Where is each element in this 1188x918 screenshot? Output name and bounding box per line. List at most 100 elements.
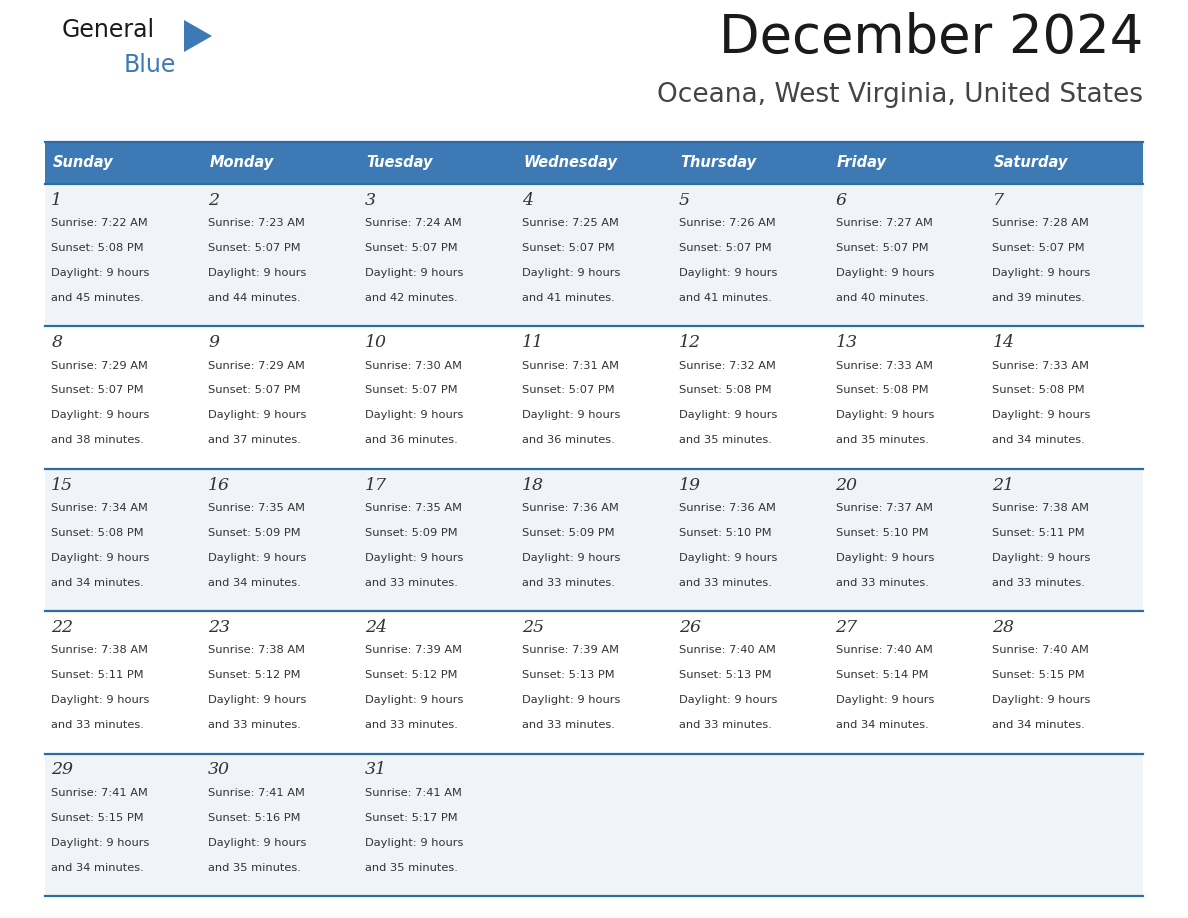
Bar	[45, 327, 1143, 469]
Text: Sunset: 5:08 PM: Sunset: 5:08 PM	[992, 386, 1085, 396]
Bar	[829, 142, 986, 184]
Text: Wednesday: Wednesday	[524, 155, 618, 171]
Text: and 33 minutes.: and 33 minutes.	[678, 720, 771, 730]
Text: and 38 minutes.: and 38 minutes.	[51, 435, 144, 445]
Bar	[516, 142, 672, 184]
Text: Daylight: 9 hours: Daylight: 9 hours	[678, 553, 777, 563]
Text: Oceana, West Virginia, United States: Oceana, West Virginia, United States	[657, 82, 1143, 108]
Text: 19: 19	[678, 476, 701, 494]
Text: 29: 29	[51, 761, 74, 778]
Text: and 40 minutes.: and 40 minutes.	[835, 293, 928, 303]
Text: 23: 23	[208, 619, 230, 636]
Text: Sunrise: 7:25 AM: Sunrise: 7:25 AM	[522, 218, 619, 229]
Text: Daylight: 9 hours: Daylight: 9 hours	[208, 695, 307, 705]
Text: Sunset: 5:13 PM: Sunset: 5:13 PM	[522, 670, 614, 680]
Text: and 41 minutes.: and 41 minutes.	[678, 293, 771, 303]
Text: Sunrise: 7:39 AM: Sunrise: 7:39 AM	[365, 645, 462, 655]
Text: and 35 minutes.: and 35 minutes.	[835, 435, 929, 445]
Text: Sunrise: 7:37 AM: Sunrise: 7:37 AM	[835, 503, 933, 513]
Text: 10: 10	[365, 334, 387, 352]
Text: 12: 12	[678, 334, 701, 352]
Bar	[45, 469, 1143, 611]
Text: Daylight: 9 hours: Daylight: 9 hours	[365, 410, 463, 420]
Text: Daylight: 9 hours: Daylight: 9 hours	[835, 410, 934, 420]
Text: Sunrise: 7:35 AM: Sunrise: 7:35 AM	[208, 503, 305, 513]
Text: Sunrise: 7:40 AM: Sunrise: 7:40 AM	[678, 645, 776, 655]
Text: 20: 20	[835, 476, 858, 494]
Text: and 34 minutes.: and 34 minutes.	[51, 863, 144, 872]
Text: Sunset: 5:11 PM: Sunset: 5:11 PM	[992, 528, 1085, 538]
Text: Sunset: 5:10 PM: Sunset: 5:10 PM	[678, 528, 771, 538]
Text: Daylight: 9 hours: Daylight: 9 hours	[992, 695, 1091, 705]
Text: Monday: Monday	[210, 155, 274, 171]
Text: December 2024: December 2024	[719, 12, 1143, 64]
Text: Daylight: 9 hours: Daylight: 9 hours	[522, 695, 620, 705]
Text: Sunset: 5:11 PM: Sunset: 5:11 PM	[51, 670, 144, 680]
Text: Daylight: 9 hours: Daylight: 9 hours	[365, 695, 463, 705]
Text: Daylight: 9 hours: Daylight: 9 hours	[992, 268, 1091, 278]
Text: 16: 16	[208, 476, 230, 494]
Text: and 36 minutes.: and 36 minutes.	[522, 435, 614, 445]
Text: Sunrise: 7:23 AM: Sunrise: 7:23 AM	[208, 218, 305, 229]
Text: and 34 minutes.: and 34 minutes.	[992, 720, 1085, 730]
Text: Sunrise: 7:41 AM: Sunrise: 7:41 AM	[208, 788, 305, 798]
Text: 6: 6	[835, 192, 847, 208]
Text: and 35 minutes.: and 35 minutes.	[208, 863, 301, 872]
Text: and 39 minutes.: and 39 minutes.	[992, 293, 1086, 303]
Text: Sunrise: 7:41 AM: Sunrise: 7:41 AM	[51, 788, 148, 798]
Text: and 35 minutes.: and 35 minutes.	[365, 863, 457, 872]
Polygon shape	[184, 20, 211, 52]
Text: Sunrise: 7:40 AM: Sunrise: 7:40 AM	[835, 645, 933, 655]
Text: Daylight: 9 hours: Daylight: 9 hours	[51, 695, 150, 705]
Text: and 35 minutes.: and 35 minutes.	[678, 435, 771, 445]
Text: Daylight: 9 hours: Daylight: 9 hours	[992, 553, 1091, 563]
Bar	[672, 142, 829, 184]
Text: and 44 minutes.: and 44 minutes.	[208, 293, 301, 303]
Text: 25: 25	[522, 619, 544, 636]
Text: Friday: Friday	[838, 155, 887, 171]
Text: Sunrise: 7:35 AM: Sunrise: 7:35 AM	[365, 503, 462, 513]
Text: Sunset: 5:07 PM: Sunset: 5:07 PM	[208, 386, 301, 396]
Text: Sunset: 5:08 PM: Sunset: 5:08 PM	[51, 528, 144, 538]
Text: and 33 minutes.: and 33 minutes.	[365, 577, 457, 588]
Text: Sunset: 5:14 PM: Sunset: 5:14 PM	[835, 670, 928, 680]
Text: and 34 minutes.: and 34 minutes.	[208, 577, 301, 588]
Text: Daylight: 9 hours: Daylight: 9 hours	[678, 695, 777, 705]
Text: 30: 30	[208, 761, 230, 778]
Text: 13: 13	[835, 334, 858, 352]
Text: Sunset: 5:17 PM: Sunset: 5:17 PM	[365, 812, 457, 823]
Text: Blue: Blue	[124, 53, 176, 77]
Text: 26: 26	[678, 619, 701, 636]
Text: Daylight: 9 hours: Daylight: 9 hours	[992, 410, 1091, 420]
Text: Daylight: 9 hours: Daylight: 9 hours	[51, 837, 150, 847]
Text: Sunrise: 7:33 AM: Sunrise: 7:33 AM	[992, 361, 1089, 371]
Bar	[359, 142, 516, 184]
Text: Daylight: 9 hours: Daylight: 9 hours	[51, 268, 150, 278]
Text: Sunset: 5:09 PM: Sunset: 5:09 PM	[365, 528, 457, 538]
Text: Sunset: 5:12 PM: Sunset: 5:12 PM	[208, 670, 301, 680]
Text: and 37 minutes.: and 37 minutes.	[208, 435, 301, 445]
Text: and 34 minutes.: and 34 minutes.	[992, 435, 1085, 445]
Text: Saturday: Saturday	[994, 155, 1068, 171]
Text: Sunrise: 7:33 AM: Sunrise: 7:33 AM	[835, 361, 933, 371]
Text: 17: 17	[365, 476, 387, 494]
Text: Sunset: 5:15 PM: Sunset: 5:15 PM	[992, 670, 1085, 680]
Text: Sunset: 5:13 PM: Sunset: 5:13 PM	[678, 670, 771, 680]
Text: Sunrise: 7:41 AM: Sunrise: 7:41 AM	[365, 788, 462, 798]
Text: 5: 5	[678, 192, 690, 208]
Text: and 33 minutes.: and 33 minutes.	[522, 720, 614, 730]
Text: General: General	[62, 18, 156, 42]
Text: and 36 minutes.: and 36 minutes.	[365, 435, 457, 445]
Text: and 33 minutes.: and 33 minutes.	[51, 720, 144, 730]
Text: Sunrise: 7:26 AM: Sunrise: 7:26 AM	[678, 218, 776, 229]
Text: 4: 4	[522, 192, 533, 208]
Text: 22: 22	[51, 619, 74, 636]
Text: Daylight: 9 hours: Daylight: 9 hours	[365, 553, 463, 563]
Text: and 33 minutes.: and 33 minutes.	[522, 577, 614, 588]
Text: Daylight: 9 hours: Daylight: 9 hours	[51, 410, 150, 420]
Text: Sunset: 5:07 PM: Sunset: 5:07 PM	[522, 386, 614, 396]
Text: 21: 21	[992, 476, 1015, 494]
Text: Daylight: 9 hours: Daylight: 9 hours	[51, 553, 150, 563]
Text: Sunset: 5:12 PM: Sunset: 5:12 PM	[365, 670, 457, 680]
Text: Sunrise: 7:36 AM: Sunrise: 7:36 AM	[522, 503, 619, 513]
